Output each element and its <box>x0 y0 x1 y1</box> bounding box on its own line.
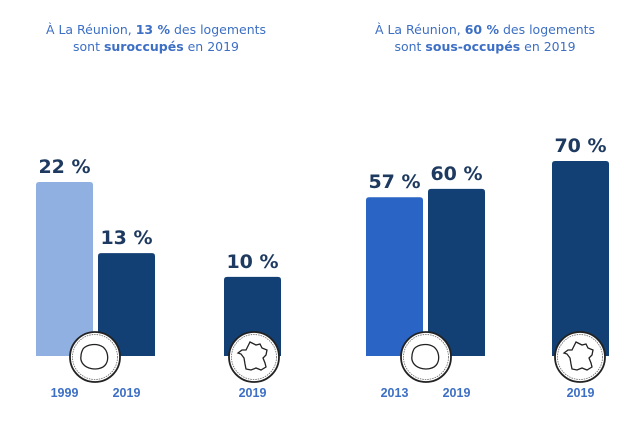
title-emphasis: 13 % <box>135 22 170 37</box>
title-emphasis: sous-occupés <box>425 39 521 54</box>
title-text: en 2019 <box>520 39 576 54</box>
value-label: 70 % <box>554 135 606 157</box>
title-text: À La Réunion, <box>45 22 136 37</box>
value-label: 22 % <box>38 156 90 178</box>
bar-2013 <box>366 197 423 356</box>
title-text: des logements <box>499 22 596 37</box>
bar-2019 <box>552 161 609 356</box>
chart-title-overcrowded: À La Réunion, 13 % des logements sont sur… <box>0 21 312 55</box>
year-label: 2019 <box>113 386 141 400</box>
title-text: des logements <box>170 22 267 37</box>
title-text: en 2019 <box>183 39 240 54</box>
reunion-map-icon <box>69 331 121 383</box>
value-label: 13 % <box>100 227 152 249</box>
reunion-map-icon <box>400 331 452 383</box>
year-label: 2019 <box>239 386 267 400</box>
year-label: 1999 <box>51 386 79 400</box>
year-label: 2019 <box>567 386 595 400</box>
title-text: À La Réunion, <box>374 22 465 37</box>
title-emphasis: 60 % <box>464 22 499 37</box>
title-text: sont <box>72 39 104 54</box>
value-label: 57 % <box>368 171 420 193</box>
chart-title-underoccupied: À La Réunion, 60 % des logements sont sou… <box>330 21 640 55</box>
france-map-icon <box>228 331 280 383</box>
bar-2019 <box>98 253 155 356</box>
title-text: sont <box>394 39 426 54</box>
title-emphasis: suroccupés <box>103 39 184 54</box>
bar-2019 <box>428 188 485 356</box>
france-map-icon <box>554 331 606 383</box>
bar-1999 <box>36 182 93 356</box>
year-label: 2019 <box>443 386 471 400</box>
year-label: 2013 <box>381 386 409 400</box>
value-label: 10 % <box>226 251 278 273</box>
value-label: 60 % <box>430 163 482 185</box>
